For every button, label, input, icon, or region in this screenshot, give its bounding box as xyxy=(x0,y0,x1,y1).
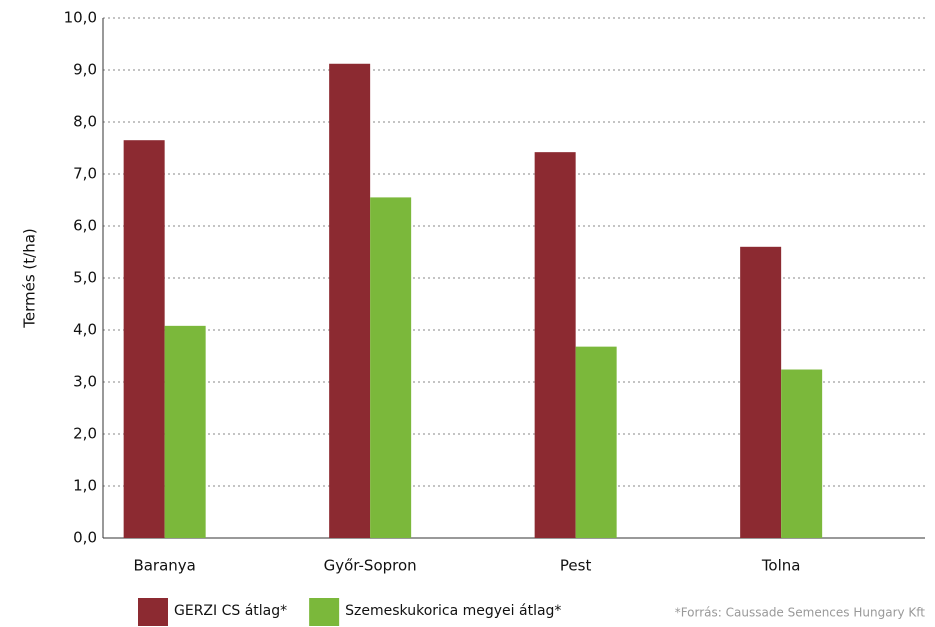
y-axis-label: Termés (t/ha) xyxy=(21,228,39,329)
y-tick-label: 3,0 xyxy=(73,373,97,391)
y-tick-label: 6,0 xyxy=(73,217,97,235)
y-tick-label: 9,0 xyxy=(73,61,97,79)
legend-swatch xyxy=(309,598,340,626)
bar xyxy=(534,152,576,538)
y-tick-label: 0,0 xyxy=(73,529,97,547)
legend-label: GERZI CS átlag* xyxy=(174,603,287,619)
y-tick-label: 10,0 xyxy=(64,9,97,27)
x-tick-label: Győr-Sopron xyxy=(324,557,417,575)
x-tick-label: Tolna xyxy=(761,557,801,575)
x-tick-label: Baranya xyxy=(133,557,195,575)
y-tick-label: 1,0 xyxy=(73,477,97,495)
y-tick-label: 7,0 xyxy=(73,165,97,183)
y-tick-label: 4,0 xyxy=(73,321,97,339)
bar xyxy=(370,197,412,538)
bar xyxy=(164,325,206,538)
legend-swatch xyxy=(138,598,168,626)
bar xyxy=(123,140,165,538)
y-tick-label: 2,0 xyxy=(73,425,97,443)
x-tick-label: Pest xyxy=(560,557,592,575)
bar xyxy=(329,63,371,538)
y-tick-label: 5,0 xyxy=(73,269,97,287)
source-note: *Forrás: Caussade Semences Hungary Kft xyxy=(675,606,926,620)
legend-label: Szemeskukorica megyei átlag* xyxy=(345,603,561,619)
bar xyxy=(781,369,823,538)
bar xyxy=(740,246,782,539)
bar xyxy=(575,346,617,538)
y-tick-label: 8,0 xyxy=(73,113,97,131)
